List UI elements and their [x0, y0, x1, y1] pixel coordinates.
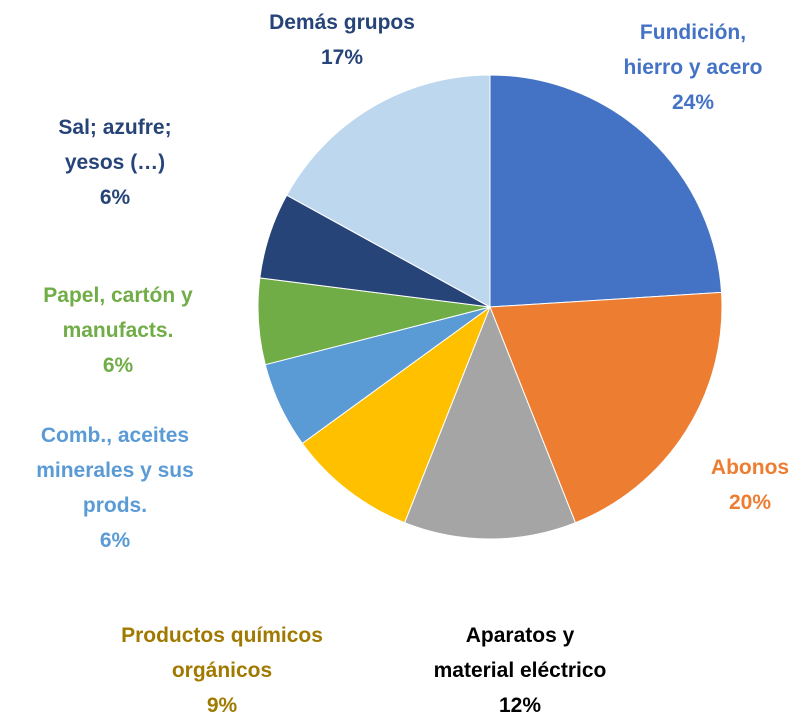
category-name: Productos químicos orgánicos: [121, 624, 323, 682]
category-name: Fundición, hierro y acero: [623, 21, 763, 79]
slice: [286, 74, 491, 308]
slice: [301, 305, 492, 524]
value-label: 6%: [99, 529, 131, 552]
value-label: 9%: [206, 694, 238, 717]
value-label: 24%: [671, 91, 715, 114]
category-name: Aparatos y material eléctrico: [433, 624, 607, 682]
value-label: 6%: [102, 354, 134, 377]
slice-label: Sal; azufre; yesos (…) 6%: [40, 110, 190, 215]
value-label: 12%: [498, 694, 542, 717]
value-label: 6%: [99, 186, 131, 209]
category-name: Demás grupos: [269, 11, 415, 34]
category-name: Abonos: [710, 456, 790, 479]
slice: [403, 305, 577, 540]
slice-label: Aparatos y material eléctrico 12%: [425, 618, 615, 718]
category-name: Comb., aceites minerales y sus prods.: [36, 424, 194, 517]
slice-label: Productos químicos orgánicos 9%: [87, 618, 357, 718]
slice: [489, 74, 723, 308]
value-label: 20%: [728, 491, 772, 514]
slice: [489, 291, 723, 524]
category-name: Papel, cartón y manufacts.: [43, 284, 193, 342]
slice-label: Comb., aceites minerales y sus prods. 6%: [10, 418, 220, 558]
slice-label: Abonos 20%: [705, 450, 795, 520]
slice-label: Fundición, hierro y acero 24%: [608, 15, 778, 120]
slice-label: Papel, cartón y manufacts. 6%: [13, 278, 223, 383]
slice-label: Demás grupos 17%: [242, 5, 442, 75]
category-name: Sal; azufre; yesos (…): [58, 116, 172, 174]
value-label: 17%: [320, 46, 364, 69]
